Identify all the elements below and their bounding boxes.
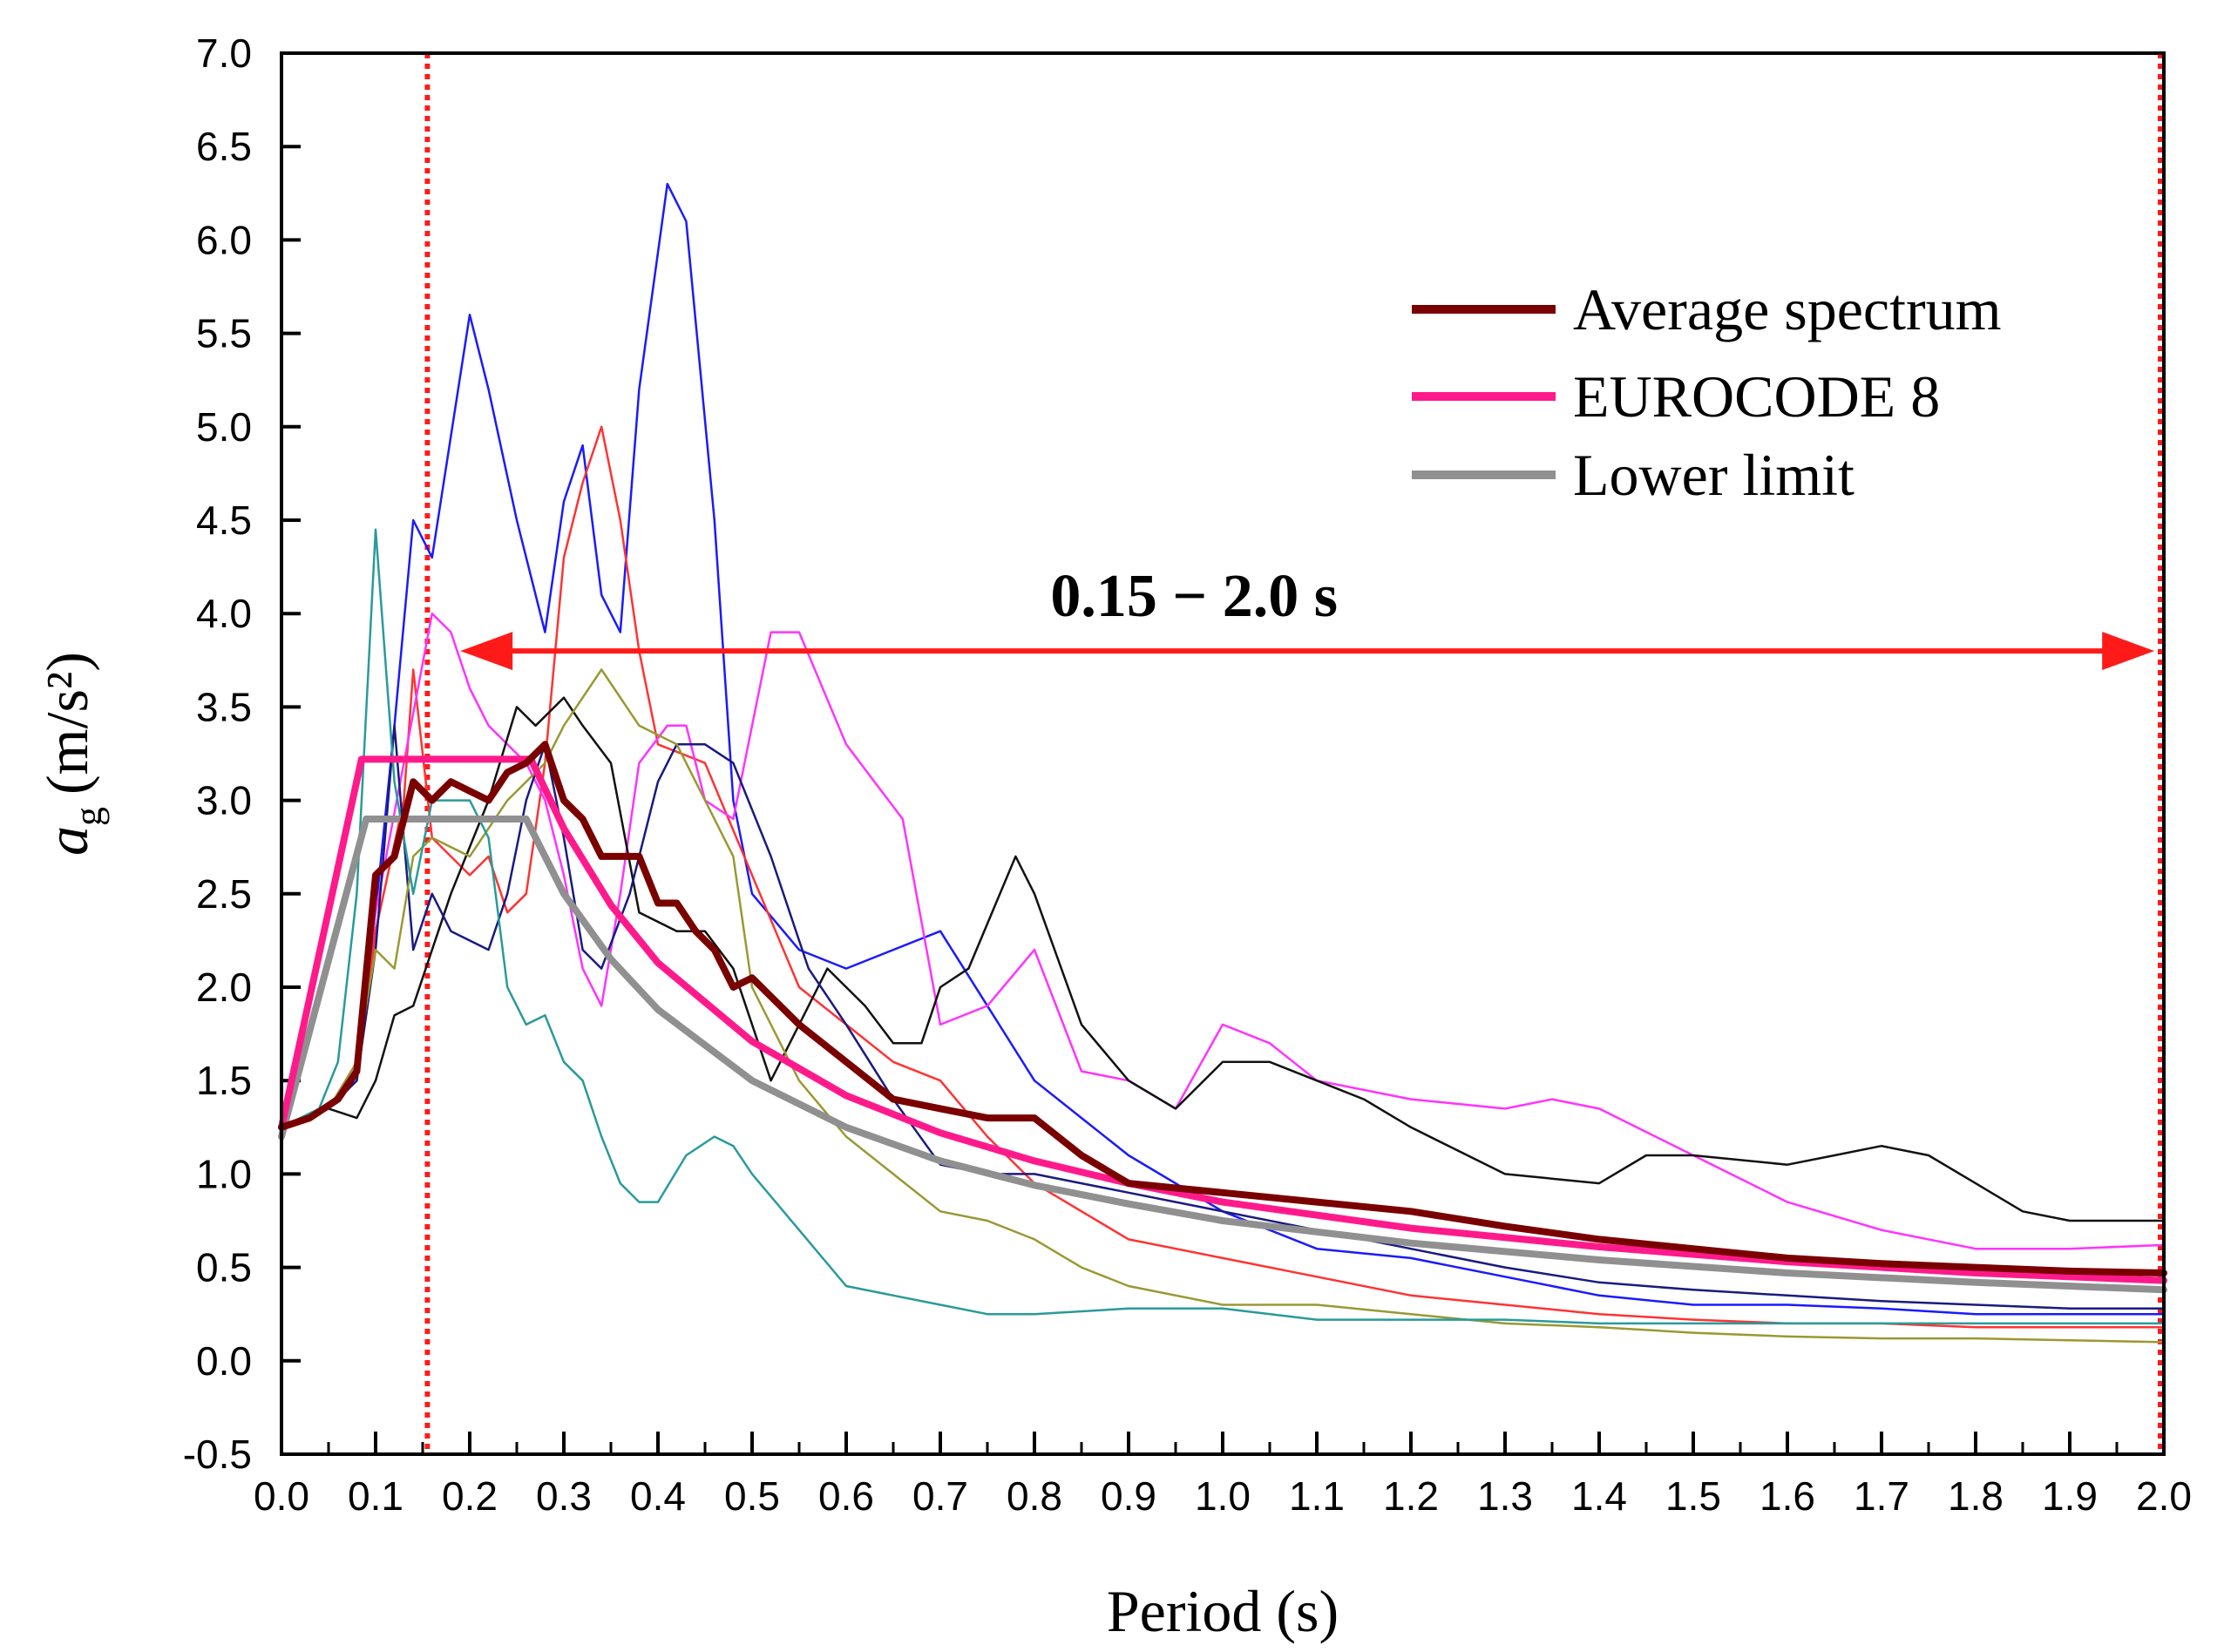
range-annotation-label: 0.15 − 2.0 s <box>1050 563 1338 630</box>
legend-label-average: Average spectrum <box>1573 276 2002 342</box>
x-tick-label: 1.2 <box>1383 1473 1439 1519</box>
y-axis-title-unit: (m/s²) <box>34 652 100 795</box>
x-tick-label: 0.5 <box>724 1473 780 1519</box>
x-tick-label: 1.0 <box>1195 1473 1251 1519</box>
y-tick-label: 5.5 <box>196 311 252 356</box>
x-tick-label: 0.8 <box>1007 1473 1062 1519</box>
x-tick-label: 0.1 <box>348 1473 403 1519</box>
x-axis-title: Period (s) <box>1107 1578 1339 1644</box>
series-layer <box>278 182 2167 1344</box>
y-axis-title-var: a <box>34 826 100 856</box>
x-tick-label: 1.4 <box>1571 1473 1627 1519</box>
y-tick-label: 3.5 <box>196 684 252 729</box>
range-annotation: 0.15 − 2.0 s <box>460 563 2155 671</box>
series-line-eurocode-8 <box>278 755 2167 1284</box>
y-tick-label: 5.0 <box>196 404 252 450</box>
y-tick-label: 1.0 <box>196 1151 252 1196</box>
y-tick-label: 2.5 <box>196 871 252 917</box>
x-tick-label: 1.5 <box>1665 1473 1721 1519</box>
y-tick-label: -0.5 <box>183 1432 252 1477</box>
y-tick-label: 4.0 <box>196 591 252 636</box>
y-axis-title: ag (m/s²) <box>34 652 110 856</box>
series-line-record-2 <box>280 425 2166 1329</box>
x-tick-label: 0.3 <box>536 1473 592 1519</box>
x-tick-label: 2.0 <box>2136 1473 2192 1519</box>
legend-label-eurocode: EUROCODE 8 <box>1573 363 1940 430</box>
series-line-record-4 <box>280 696 2166 1222</box>
x-tick-label: 0.0 <box>254 1473 309 1519</box>
x-tick-label: 1.1 <box>1289 1473 1345 1519</box>
range-arrow-head-right <box>2102 632 2155 671</box>
legend: Average spectrum EUROCODE 8 Lower limit <box>1412 276 2002 508</box>
x-tick-label: 1.8 <box>1948 1473 2004 1519</box>
x-tick-label: 0.7 <box>912 1473 968 1519</box>
series-line-record-3 <box>280 612 2166 1250</box>
x-tick-label: 1.9 <box>2042 1473 2098 1519</box>
y-tick-label: 0.0 <box>196 1338 252 1384</box>
y-tick-label: 3.0 <box>196 778 252 823</box>
legend-label-lower-limit: Lower limit <box>1573 442 1854 508</box>
y-axis-title-sub: g <box>67 807 110 826</box>
x-tick-label: 0.6 <box>818 1473 874 1519</box>
y-tick-label: 1.5 <box>196 1058 252 1103</box>
x-tick-label: 1.7 <box>1854 1473 1909 1519</box>
x-tick-label: 1.6 <box>1760 1473 1815 1519</box>
y-tick-label: 6.0 <box>196 217 252 262</box>
series-line-record-1 <box>280 182 2166 1316</box>
x-tick-label: 1.3 <box>1477 1473 1533 1519</box>
y-tick-label: 6.5 <box>196 124 252 169</box>
series-line-record-5 <box>280 724 2166 1310</box>
x-tick-label: 0.4 <box>630 1473 686 1519</box>
y-tick-label: 4.5 <box>196 498 252 543</box>
range-arrow-head-left <box>460 632 513 671</box>
tick-layer <box>280 51 2166 1456</box>
x-tick-label: 0.9 <box>1101 1473 1156 1519</box>
x-tick-label: 0.2 <box>442 1473 498 1519</box>
series-line-record-6 <box>280 668 2166 1344</box>
y-tick-label: 0.5 <box>196 1245 252 1290</box>
plot-frame <box>280 51 2166 1456</box>
label-layer: 0.0 0.1 0.2 0.3 0.4 0.5 0.6 0.7 0.8 0.9 1.0 1.1 1.2 1… <box>183 30 2192 1519</box>
reference-lines <box>424 53 2163 1454</box>
series-line-lower-limit <box>278 816 2167 1294</box>
y-tick-label: 2.0 <box>196 965 252 1010</box>
series-line-average-spectrum <box>278 741 2167 1276</box>
svg-text:ag(m/s²): ag (m/s²) <box>34 652 110 856</box>
y-tick-label: 7.0 <box>196 30 252 76</box>
